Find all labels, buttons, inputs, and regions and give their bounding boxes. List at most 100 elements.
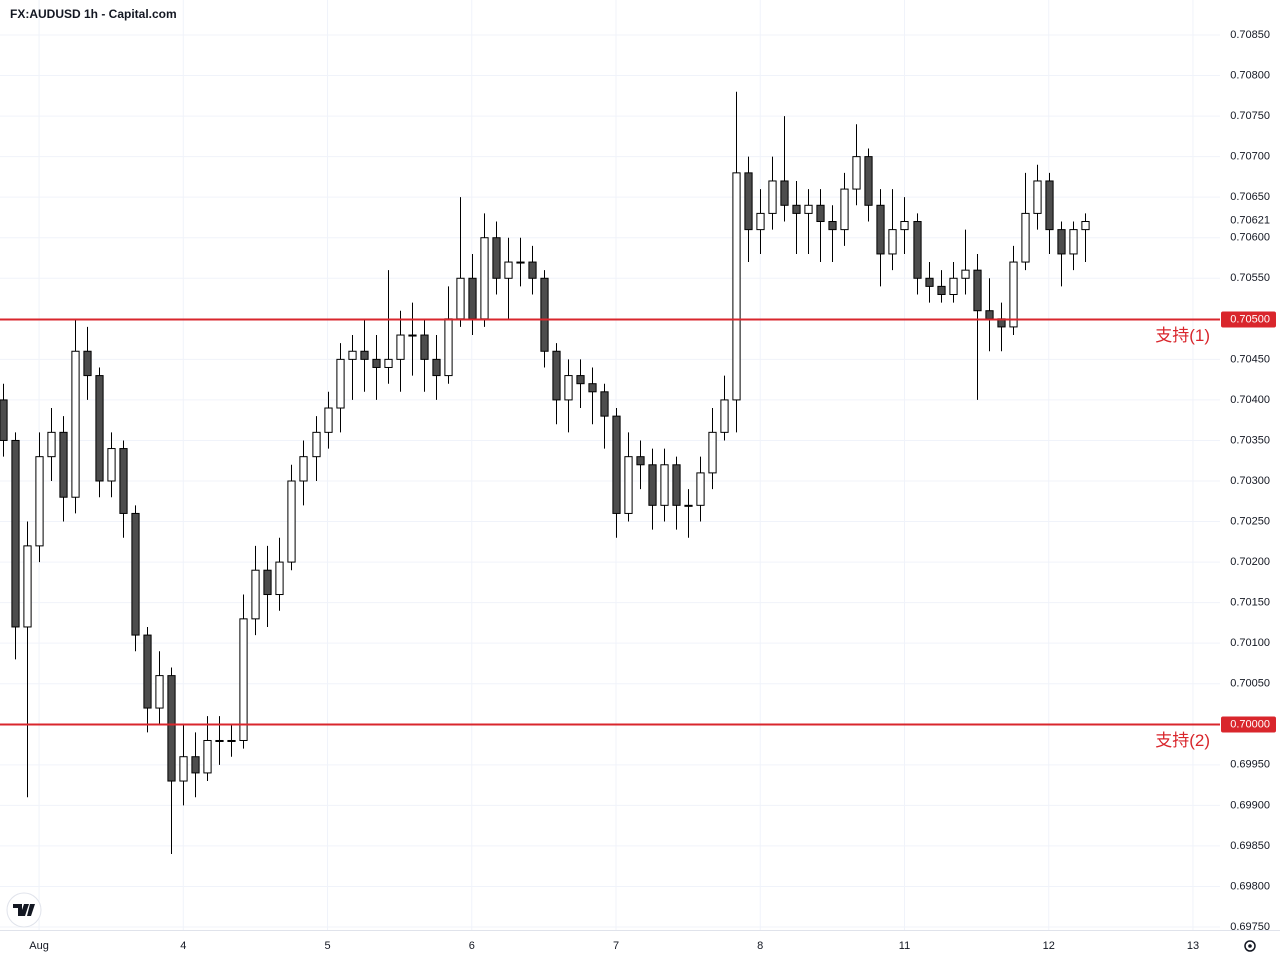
candle-body [1033,180,1042,214]
y-tick-label: 0.70850 [1230,29,1270,41]
y-tick-label: 0.69750 [1230,921,1270,933]
candle-body [444,318,453,377]
candle-body [768,180,777,214]
y-tick-label: 0.70200 [1230,556,1270,568]
y-tick-label: 0.70750 [1230,110,1270,122]
candle-body [576,375,585,385]
candle-body [251,569,260,620]
candle-body [660,464,669,506]
candle-body [552,350,561,401]
y-tick-label: 0.70400 [1230,394,1270,406]
candle-body [119,448,128,514]
x-tick-label: 12 [1043,940,1055,952]
candle-body [780,180,789,206]
candle-body [636,456,645,466]
candle-body [83,350,92,377]
x-tick-label: Aug [29,940,49,952]
candle-body [852,156,861,190]
candle-body [456,277,465,320]
y-tick-label: 0.69950 [1230,759,1270,771]
candle-body [480,237,489,320]
y-tick-label: 0.70050 [1230,678,1270,690]
y-tick-label: 0.70450 [1230,353,1270,365]
candle-body [708,431,717,474]
level-label: 支持(2) [1155,731,1210,750]
candle-body [275,561,284,596]
candle-body [143,634,152,709]
y-tick-label: 0.70250 [1230,515,1270,527]
candle-body [1057,229,1066,255]
y-tick-label: 0.70300 [1230,475,1270,487]
candle-body [684,504,693,507]
y-tick-label: 0.69900 [1230,799,1270,811]
candle-body [167,675,176,782]
x-tick-label: 8 [757,940,763,952]
candle-body [1009,261,1018,328]
candle-body [396,334,405,360]
price-tag [1221,716,1276,733]
y-tick-label: 0.70600 [1230,232,1270,244]
level-label: 支持(1) [1155,326,1210,345]
candle-body [1021,212,1030,263]
y-tick-label: 0.70100 [1230,637,1270,649]
x-tick-label: 5 [324,940,330,952]
candle-body [600,391,609,417]
y-tick-label: 0.70700 [1230,151,1270,163]
candle-body [287,480,296,563]
candle-body [384,358,393,368]
candle-body [155,675,164,709]
candle-body [263,569,272,596]
candle-body [408,334,417,337]
candle-body [1069,229,1078,255]
candle-body [191,756,200,774]
candle-body [11,439,20,628]
settings-icon[interactable] [1244,940,1256,952]
y-tick-label: 0.70350 [1230,434,1270,446]
candle-body [131,512,140,636]
chart-title: FX:AUDUSD 1h - Capital.com [10,7,177,21]
candle-body [828,221,837,231]
candle-body [816,204,825,223]
candle-body [504,261,513,279]
candle-body [624,456,633,514]
candle-body [468,277,477,320]
candle-body [985,310,994,320]
candle-body [432,358,441,377]
candle-body [0,399,8,441]
candle-body [312,431,321,458]
candle-body [348,350,357,360]
candle-body [215,739,224,742]
candle-body [23,545,32,628]
candle-body [792,204,801,214]
candle-body [360,350,369,360]
candle-body [888,229,897,255]
x-tick-label: 7 [613,940,619,952]
candle-body [925,277,934,287]
candle-body [937,285,946,295]
candle-body [648,464,657,506]
candle-body [299,456,308,482]
candle-body [732,172,741,401]
candle-body [95,375,104,482]
y-tick-label: 0.70800 [1230,69,1270,81]
candle-body [47,431,56,458]
candle-body [840,188,849,231]
candle-body [71,350,80,498]
y-tick-label: 0.69850 [1230,840,1270,852]
y-tick-label: 0.69800 [1230,880,1270,892]
candle-body [720,399,729,433]
candle-body [672,464,681,506]
candle-body [35,456,44,547]
candle-body [696,472,705,506]
logo [6,892,42,928]
candle-body [1045,180,1054,231]
candle-body [961,269,970,279]
candle-body [1081,221,1090,231]
candle-body [239,618,248,741]
candle-body [804,204,813,214]
x-tick-label: 11 [899,940,910,952]
candle-body [336,358,345,409]
last-price-tag [1221,212,1276,229]
candle-body [900,221,909,231]
